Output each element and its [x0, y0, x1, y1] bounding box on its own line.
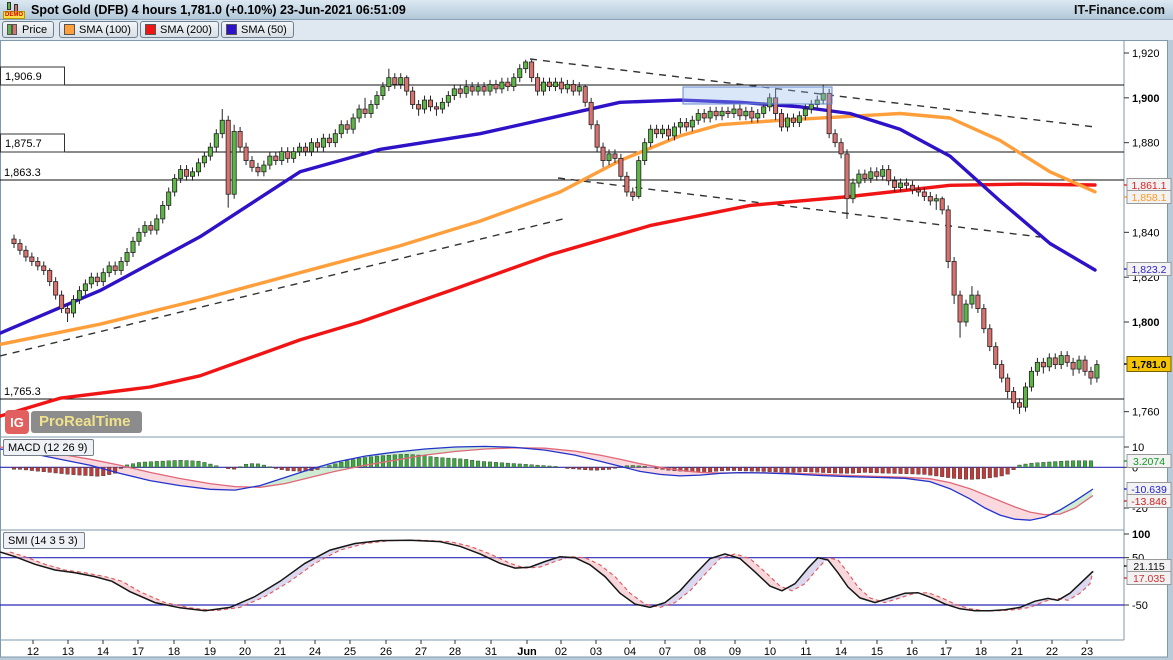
svg-text:04: 04: [624, 646, 636, 658]
macd-indicator-chip[interactable]: MACD (12 26 9): [3, 439, 95, 456]
candles-layer: [11, 59, 1100, 414]
svg-text:14: 14: [97, 646, 109, 658]
sma100-line: [0, 111, 1097, 347]
svg-text:27: 27: [415, 646, 427, 658]
svg-text:16: 16: [906, 646, 918, 658]
svg-text:10: 10: [764, 646, 776, 658]
svg-text:1,781.0: 1,781.0: [1131, 359, 1166, 371]
svg-text:13: 13: [62, 646, 74, 658]
legend-row: Price SMA (100) SMA (200) SMA (50): [0, 20, 1173, 40]
legend-sma100-label: SMA (100): [79, 23, 131, 36]
highlight-box[interactable]: [682, 86, 833, 105]
svg-text:17.035: 17.035: [1133, 573, 1165, 585]
brand-link[interactable]: IT-Finance.com: [1074, 2, 1165, 17]
smi-pane: [0, 539, 1124, 612]
level-labels: 1,906.9 1,875.7 1,863.3 1,765.3: [0, 66, 65, 398]
svg-text:21: 21: [1011, 646, 1023, 658]
svg-text:-13.846: -13.846: [1131, 496, 1167, 508]
chart-frame: [0, 40, 1168, 658]
svg-text:18: 18: [975, 646, 987, 658]
legend-sma50-label: SMA (50): [241, 23, 287, 36]
svg-text:14: 14: [835, 646, 847, 658]
svg-text:25: 25: [344, 646, 356, 658]
svg-text:23: 23: [1081, 646, 1093, 658]
svg-text:1,861.1: 1,861.1: [1131, 180, 1166, 192]
svg-text:15: 15: [871, 646, 883, 658]
svg-text:10: 10: [1132, 442, 1144, 454]
svg-text:19: 19: [204, 646, 216, 658]
svg-text:20: 20: [239, 646, 251, 658]
svg-text:1,906.9: 1,906.9: [5, 71, 42, 83]
demo-badge: DEMO: [3, 10, 25, 19]
svg-text:1,765.3: 1,765.3: [4, 386, 41, 398]
svg-text:1,823.2: 1,823.2: [1131, 264, 1166, 276]
svg-text:11: 11: [800, 646, 811, 658]
svg-text:100: 100: [1132, 529, 1150, 541]
smi-label: SMI (14 3 5 3): [8, 534, 78, 547]
svg-text:1,858.1: 1,858.1: [1131, 192, 1166, 204]
svg-text:1,863.3: 1,863.3: [4, 167, 41, 179]
horizontal-levels: [0, 84, 1124, 400]
value-axis[interactable]: 1,9201,9001,8801,8401,8201,8001,760100-2…: [1124, 48, 1172, 612]
svg-text:07: 07: [659, 646, 671, 658]
chart-canvas[interactable]: 1,906.9 1,875.7 1,863.3 1,765.3 1,920 1,900 1…: [0, 40, 1173, 660]
svg-text:1,840: 1,840: [1132, 227, 1160, 239]
svg-text:1,880: 1,880: [1132, 138, 1160, 150]
sma50-swatch-icon: [226, 24, 237, 35]
price-pane: [0, 58, 1124, 418]
svg-text:09: 09: [729, 646, 741, 658]
chart-title: Spot Gold (DFB) 4 hours 1,781.0 (+0.10%)…: [31, 2, 406, 17]
legend-sma200-label: SMA (200): [160, 23, 212, 36]
legend-sma100-chip[interactable]: SMA (100): [59, 21, 138, 38]
legend-price-chip[interactable]: Price: [2, 21, 55, 38]
svg-text:17: 17: [940, 646, 952, 658]
svg-text:1,760: 1,760: [1132, 407, 1160, 419]
svg-text:1,875.7: 1,875.7: [5, 138, 42, 150]
svg-text:12: 12: [27, 646, 39, 658]
legend-price-label: Price: [22, 23, 48, 36]
smi-plot: [0, 539, 1124, 612]
logo-candle-up-icon: [7, 1, 11, 10]
svg-text:22: 22: [1046, 646, 1058, 658]
svg-text:31: 31: [485, 646, 497, 658]
time-axis[interactable]: 12 13 14 17 18 19 20 21 24 25 26 27 28 31 Jun 02 03 04 07 0…: [27, 640, 1093, 658]
svg-text:-50: -50: [1132, 600, 1148, 612]
svg-text:24: 24: [309, 646, 321, 658]
svg-text:02: 02: [555, 646, 567, 658]
macd-label: MACD (12 26 9): [8, 441, 88, 454]
price-candles-icon: [7, 24, 18, 35]
svg-text:1,800: 1,800: [1132, 317, 1160, 329]
svg-text:Jun: Jun: [517, 646, 537, 658]
svg-text:21.115: 21.115: [1133, 561, 1164, 573]
macd-plot: [0, 445, 1124, 521]
svg-text:3.2074: 3.2074: [1133, 456, 1165, 468]
svg-text:-10.639: -10.639: [1131, 484, 1167, 496]
sma200-line: [0, 182, 1097, 418]
moving-averages: [0, 98, 1097, 418]
svg-text:1,920: 1,920: [1132, 48, 1160, 60]
sma200-swatch-icon: [145, 24, 156, 35]
smi-indicator-chip[interactable]: SMI (14 3 5 3): [3, 532, 85, 549]
demo-logo: DEMO: [3, 1, 25, 19]
macd-pane: [0, 445, 1124, 521]
svg-text:18: 18: [168, 646, 180, 658]
svg-text:28: 28: [449, 646, 461, 658]
prorealtime-watermark: IG ProRealTime: [5, 410, 143, 434]
svg-text:26: 26: [380, 646, 392, 658]
svg-text:03: 03: [590, 646, 602, 658]
sma50-line: [0, 98, 1097, 335]
sma100-swatch-icon: [64, 24, 75, 35]
legend-sma50-chip[interactable]: SMA (50): [221, 21, 294, 38]
svg-text:0: 0: [1132, 462, 1138, 474]
svg-text:1,900: 1,900: [1132, 93, 1160, 105]
title-bar: DEMO Spot Gold (DFB) 4 hours 1,781.0 (+0…: [0, 0, 1173, 20]
svg-text:17: 17: [132, 646, 144, 658]
svg-text:08: 08: [694, 646, 706, 658]
watermark-text: ProRealTime: [31, 411, 143, 433]
svg-text:21: 21: [274, 646, 286, 658]
legend-sma200-chip[interactable]: SMA (200): [140, 21, 219, 38]
ig-logo-icon: IG: [5, 410, 29, 434]
